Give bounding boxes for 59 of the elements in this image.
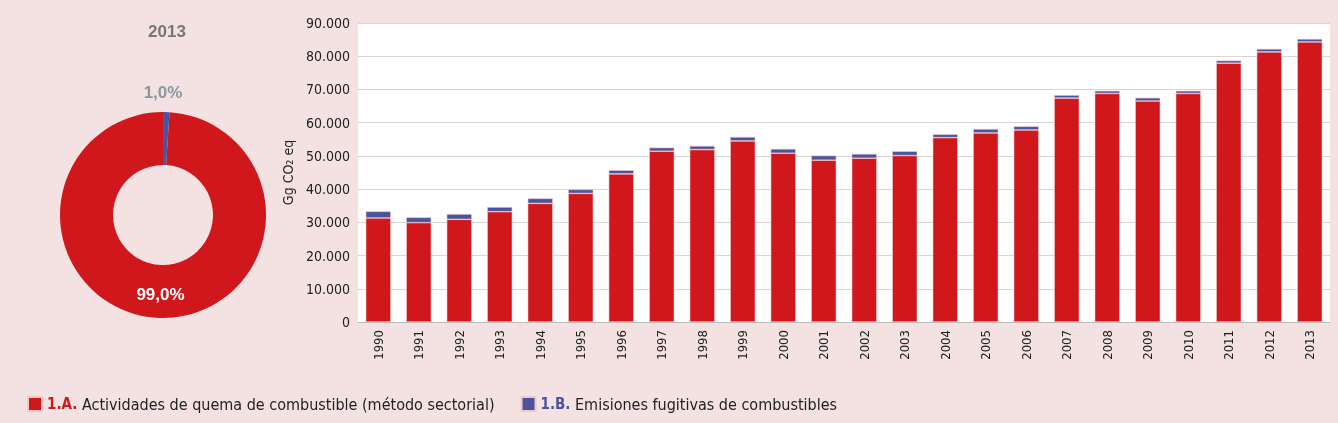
bar [487, 211, 513, 322]
y-tick-label: 80.000 [305, 48, 350, 65]
bar [851, 158, 877, 322]
y-tick-label: 50.000 [305, 147, 350, 164]
bar [1013, 129, 1039, 322]
bar [1094, 93, 1120, 322]
bar [892, 155, 918, 322]
bar [1135, 101, 1161, 322]
x-tick-label: 1993 [492, 330, 508, 360]
x-tick-label: 2009 [1140, 330, 1156, 360]
y-tick-label: 10.000 [305, 280, 350, 297]
x-tick-label: 2010 [1180, 330, 1196, 360]
y-tick-label: 30.000 [305, 214, 350, 231]
data-label: 99,0% [136, 284, 185, 304]
x-tick-label: 1994 [532, 330, 548, 360]
x-tick-label: 2011 [1221, 330, 1237, 360]
bar [1175, 93, 1201, 322]
bar [770, 153, 796, 322]
x-tick-label: 2000 [775, 330, 791, 360]
x-tick-label: 1990 [370, 330, 386, 360]
x-tick-label: 2004 [937, 330, 953, 360]
y-tick-label: 70.000 [305, 81, 350, 98]
y-tick-label: 90.000 [305, 15, 350, 31]
y-tick-label: 60.000 [305, 114, 350, 131]
bar [649, 151, 675, 322]
x-tick-label: 2006 [1018, 330, 1034, 360]
x-tick-label: 2007 [1059, 330, 1075, 360]
x-tick-label: 1998 [694, 330, 710, 360]
y-tick-label: 0 [341, 314, 350, 330]
chart-title: 2013 [148, 22, 186, 41]
legend-label: 1.A. Actividades de quema de combustible (método sectorial) [47, 394, 495, 414]
bar [1054, 98, 1080, 322]
x-tick-label: 2003 [897, 330, 913, 360]
data-label: 1,0% [143, 82, 183, 102]
bar [1216, 63, 1242, 322]
x-tick-label: 2005 [978, 330, 994, 360]
bar [932, 137, 958, 322]
x-tick-label: 1995 [573, 330, 589, 360]
bar [1256, 51, 1282, 322]
bar [608, 173, 634, 322]
x-tick-label: 1997 [654, 330, 670, 360]
y-tick-label: 20.000 [305, 247, 350, 264]
x-tick-label: 2001 [816, 330, 832, 360]
bar [689, 149, 715, 322]
y-axis-title: Gg CO₂ eq [280, 139, 297, 206]
x-tick-label: 1996 [613, 330, 629, 360]
x-tick-label: 1992 [451, 330, 467, 360]
bar [973, 132, 999, 322]
bar [568, 193, 594, 322]
x-tick-label: 2002 [856, 330, 872, 360]
x-tick-label: 2008 [1099, 330, 1115, 360]
bar [730, 140, 756, 322]
x-tick-label: 2012 [1261, 330, 1277, 360]
legend-label: 1.B. Emisiones fugitivas de combustibles [540, 394, 838, 414]
x-tick-label: 2013 [1302, 330, 1318, 360]
bar [1297, 41, 1323, 322]
x-tick-label: 1999 [735, 330, 751, 360]
y-tick-label: 40.000 [305, 181, 350, 198]
x-tick-label: 1991 [411, 330, 427, 360]
